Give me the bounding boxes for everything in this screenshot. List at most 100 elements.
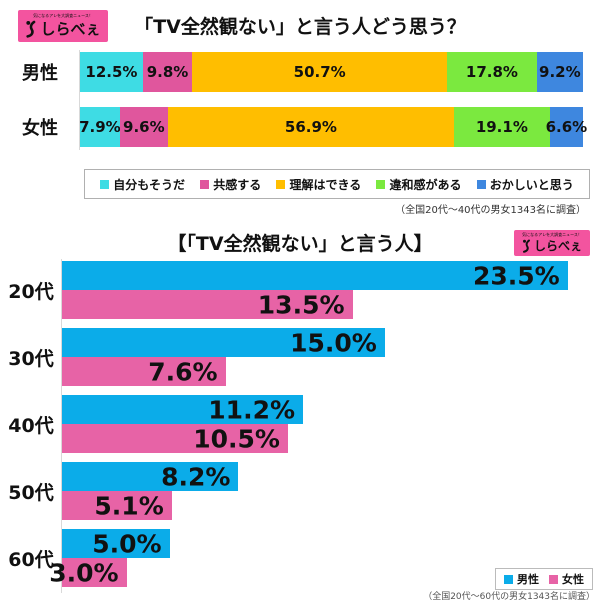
segment-value-label: 9.6% [123,118,165,136]
segment-value-label: 6.6% [545,118,588,136]
legend-label: 違和感がある [389,177,462,192]
logo-wordmark: しらべぇ [40,20,101,38]
segment-value-label: 9.8% [146,63,189,81]
bar-male: 23.5% [62,261,568,290]
age-group-row: 40代 11.2% 10.5% [0,395,600,453]
bar-female: 3.0% [49,558,127,587]
category-label: 男性 [22,63,58,84]
stacked-chart-legend: 自分もそうだ 共感する 理解はできる 違和感がある おかしいと思う [84,169,590,199]
age-group-row: 30代 15.0% 7.6% [0,328,600,386]
stacked-bar-rows: 男性 12.5% 9.8% 50.7% 17.8% 9.2% 女性 7.9% 9.6% 56.9%… [0,52,600,162]
stacked-segment: 12.5% [80,52,143,92]
segment-value-label: 19.1% [475,118,528,136]
legend-label: 男性 [517,573,539,586]
legend-swatch [276,179,286,189]
legend-item: 自分もそうだ [100,176,185,193]
stacked-segment: 56.9% [167,107,454,147]
bar-value-label: 13.5% [257,290,345,319]
stacked-segment: 9.2% [536,52,583,92]
group-bars: 5.0% 3.0% [49,529,600,587]
legend-label: おかしいと思う [489,177,574,192]
segment-value-label: 50.7% [293,63,346,81]
category-label: 50代 [8,481,54,504]
shirabee-mark-icon [522,239,532,253]
group-bars: 11.2% 10.5% [62,395,600,453]
stacked-segment: 6.6% [546,107,587,147]
survey-note-bottom: （全国20代～60代の男女1343名に調査） [423,592,595,600]
legend-swatch [376,179,386,189]
legend-item: 理解はできる [276,176,361,193]
segment-value-label: 17.8% [465,63,518,81]
legend-label: 共感する [213,177,262,192]
segment-value-label: 12.5% [85,63,138,81]
grouped-chart-title: 【「TV全然観ない」と言う人】 [167,233,433,255]
stacked-bar: 12.5% 9.8% 50.7% 17.8% 9.2% [80,52,583,92]
bar-male: 15.0% [62,328,385,357]
age-group-row: 60代 5.0% 3.0% [0,529,600,587]
y-axis-line [61,259,62,593]
age-group-row: 50代 8.2% 5.1% [0,462,600,520]
stacked-segment: 19.1% [453,107,550,147]
shirabee-logo-small: 気になるアレを大調査ニュース！ しらべぇ [514,230,590,256]
category-label: 60代 [8,548,54,571]
legend-swatch [504,574,513,584]
y-axis-line [79,50,80,150]
segment-value-label: 7.9% [79,118,121,136]
bar-value-label: 15.0% [290,328,377,357]
legend-item: 女性 [549,571,584,587]
survey-note-top: （全国20代～40代の男女1343名に調査） [395,205,586,216]
logo-tagline: 気になるアレを大調査ニュース！ [522,232,582,237]
bar-value-label: 5.0% [92,529,162,558]
category-label: 30代 [8,347,54,370]
category-label: 女性 [22,118,58,139]
stacked-chart-title: 「TV全然観ない」と言う人どう思う？ [134,16,466,38]
legend-item: 共感する [200,176,261,193]
shirabee-logo: 気になるアレを大調査ニュース！ しらべぇ [18,10,108,42]
legend-item: 違和感がある [376,176,462,193]
bar-value-label: 7.6% [148,357,218,386]
bar-value-label: 11.2% [208,395,296,424]
grouped-chart-legend: 男性 女性 [495,568,593,590]
legend-swatch [100,179,110,189]
logo-wordmark: しらべぇ [533,239,582,253]
bar-value-label: 5.1% [94,491,164,520]
stacked-segment: 50.7% [192,52,448,92]
bar-value-label: 3.0% [49,558,119,587]
legend-swatch [200,179,210,189]
segment-value-label: 9.2% [539,63,581,81]
bar-female: 13.5% [62,290,353,319]
group-bars: 23.5% 13.5% [62,261,600,319]
stacked-row: 男性 12.5% 9.8% 50.7% 17.8% 9.2% [0,52,600,92]
category-label: 40代 [8,414,54,437]
category-label: 20代 [8,280,54,303]
legend-label: 自分もそうだ [113,177,185,192]
shirabee-mark-icon [25,20,38,38]
bar-male: 5.0% [62,529,170,558]
legend-item: 男性 [504,571,539,587]
stacked-segment: 17.8% [447,52,537,92]
bar-female: 7.6% [62,357,226,386]
bar-female: 5.1% [62,491,172,520]
legend-item: おかしいと思う [476,176,574,193]
legend-swatch [549,574,558,584]
legend-label: 理解はできる [289,177,362,192]
legend-label: 女性 [562,573,584,586]
segment-value-label: 56.9% [284,118,337,136]
group-bars: 15.0% 7.6% [62,328,600,386]
stacked-segment: 7.9% [79,107,121,147]
stacked-row: 女性 7.9% 9.6% 56.9% 19.1% 6.6% [0,107,600,147]
stacked-bar: 7.9% 9.6% 56.9% 19.1% 6.6% [79,107,587,147]
logo-tagline: 気になるアレを大調査ニュース！ [33,13,93,18]
group-bars: 8.2% 5.1% [62,462,600,520]
age-group-row: 20代 23.5% 13.5% [0,261,600,319]
grouped-bar-rows: 20代 23.5% 13.5% 30代 15.0% 7.6% 40代 11.2% 10.5% 50… [0,261,600,596]
bar-male: 8.2% [62,462,239,491]
bar-value-label: 23.5% [472,261,560,290]
bar-female: 10.5% [62,424,288,453]
legend-swatch [476,179,486,189]
bar-value-label: 10.5% [193,424,280,453]
stacked-segment: 9.8% [142,52,193,92]
bar-male: 11.2% [62,395,304,424]
bar-value-label: 8.2% [161,462,231,491]
